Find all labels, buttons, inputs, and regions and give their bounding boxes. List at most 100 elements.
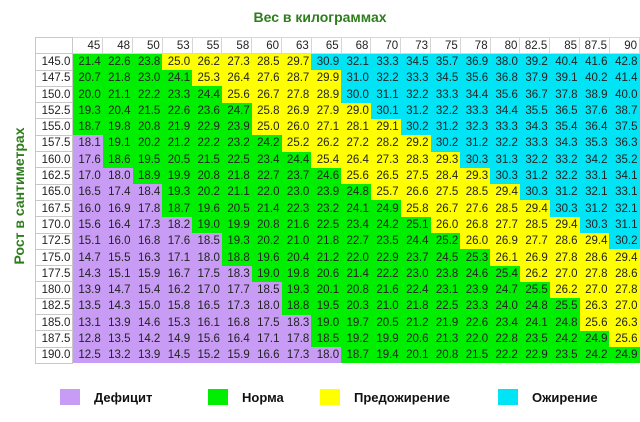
height-row-header: 157.5 [34,134,74,153]
bmi-cell: 14.6 [132,314,163,331]
bmi-cell: 22.6 [102,53,133,71]
weight-header-row: 45 48 50 53 55 58 60 63 65 68 70 73 75 78 80 82.5 85 87.5… [34,36,640,55]
bmi-cell: 23.5 [519,330,550,348]
bmi-cell: 19.3 [221,233,252,250]
bmi-cell: 22.6 [460,314,491,331]
bmi-cell: 25.2 [430,233,461,250]
bmi-cell: 12.5 [72,347,103,364]
bmi-cell: 20.2 [132,135,163,152]
bmi-cell: 17.3 [221,298,252,315]
bmi-cell: 22.3 [281,200,312,217]
bmi-cell: 18.1 [72,135,103,152]
preobesity-swatch-icon [320,389,340,405]
bmi-cell: 32.1 [341,53,371,71]
height-row-header: 155.0 [34,118,74,136]
bmi-cell: 28.1 [341,118,371,136]
bmi-cell: 28.4 [430,167,461,185]
bmi-cell: 23.6 [192,102,222,119]
table-row: 170.0 15.6 16.4 17.3 18.2 19.0 19.9 20.8 21.6 22.… [34,216,640,234]
bmi-cell: 35.6 [490,86,520,103]
bmi-cell: 18.8 [221,249,252,266]
bmi-cell: 21.6 [370,281,401,299]
bmi-cell: 25.0 [162,53,193,71]
bmi-cell: 19.3 [281,281,312,299]
bmi-cell: 34.5 [400,53,431,71]
bmi-cell: 32.3 [460,118,491,136]
y-axis-title: Рост в сантиметрах [11,127,27,265]
bmi-cell: 24.1 [519,314,550,331]
bmi-cell: 23.2 [221,135,252,152]
bmi-cell: 27.8 [579,265,610,282]
height-row-header: 147.5 [34,69,74,87]
bmi-cell: 24.1 [341,200,371,217]
bmi-cell: 38.0 [490,53,520,71]
bmi-cell: 23.8 [132,53,163,71]
bmi-cell: 22.0 [341,249,371,266]
weight-column-header: 87.5 [579,36,610,55]
bmi-cell: 21.9 [162,118,193,136]
bmi-cell: 30.2 [400,118,431,136]
bmi-cell: 30.3 [460,151,491,168]
table-corner-cell [34,36,74,55]
bmi-cell: 23.9 [311,184,342,201]
bmi-cell: 12.8 [72,330,103,348]
bmi-cell: 23.0 [281,184,312,201]
bmi-cell: 30.2 [430,135,461,152]
height-row-header: 187.5 [34,330,74,348]
legend-label-deficit: Дефицит [94,389,153,405]
norm-swatch-icon [208,389,228,405]
bmi-cell: 34.2 [579,151,610,168]
bmi-cell: 35.6 [460,70,491,87]
bmi-cell: 23.7 [281,167,312,185]
weight-column-header: 78 [459,36,491,55]
bmi-cell: 17.3 [281,347,312,364]
bmi-cell: 27.0 [549,265,580,282]
bmi-cell: 19.0 [192,216,222,234]
bmi-cell: 17.8 [281,330,312,348]
table-row: 180.0 13.9 14.7 15.4 16.2 17.0 17.7 18.5 19.3 20.… [34,281,640,299]
weight-column-header: 75 [430,36,461,55]
height-row-header: 150.0 [34,85,74,104]
bmi-cell: 20.8 [251,216,282,234]
bmi-cell: 27.0 [579,281,610,299]
bmi-cell: 16.5 [72,184,103,201]
bmi-cell: 15.4 [132,281,163,299]
table-row: 150.0 20.0 21.1 22.2 23.3 24.4 25.6 26.7 27.8 28.… [34,85,640,104]
height-row-header: 162.5 [34,167,74,185]
bmi-cell: 20.2 [251,233,282,250]
bmi-cell: 33.3 [370,53,401,71]
bmi-cell: 19.9 [370,330,401,348]
bmi-cell: 41.6 [579,53,610,71]
bmi-cell: 29.3 [460,167,491,185]
bmi-cell: 36.9 [460,53,491,71]
bmi-cell: 25.8 [251,102,282,119]
bmi-cell: 20.3 [341,298,371,315]
bmi-cell: 22.5 [430,298,461,315]
bmi-cell: 33.3 [400,70,431,87]
bmi-cell: 26.4 [221,70,252,87]
bmi-cell: 24.6 [311,167,342,185]
bmi-cell: 23.0 [132,70,163,87]
bmi-cell: 16.2 [162,281,193,299]
bmi-cell: 25.6 [609,330,640,348]
bmi-cell: 13.5 [102,330,133,348]
bmi-cell: 23.4 [251,151,282,168]
bmi-cell: 18.3 [281,314,312,331]
bmi-cell: 26.2 [549,281,580,299]
bmi-cell: 24.4 [192,86,222,103]
bmi-cell: 26.7 [251,86,282,103]
bmi-cell: 33.3 [519,135,550,152]
bmi-cell: 19.1 [102,135,133,152]
bmi-cell: 27.8 [549,249,580,266]
bmi-cell: 19.6 [251,249,282,266]
legend: Дефицит Норма Предожирение Ожирение [0,389,640,409]
bmi-cell: 16.8 [132,233,163,250]
bmi-cell: 36.7 [519,86,550,103]
bmi-cell: 22.2 [132,86,163,103]
bmi-cell: 23.3 [162,86,193,103]
table-row: 157.5 18.1 19.1 20.2 21.2 22.2 23.2 24.2 25.2 26.… [34,134,640,153]
bmi-cell: 24.4 [281,151,312,168]
bmi-cell: 24.0 [490,298,520,315]
bmi-cell: 26.0 [460,233,491,250]
bmi-cell: 39.2 [519,53,550,71]
